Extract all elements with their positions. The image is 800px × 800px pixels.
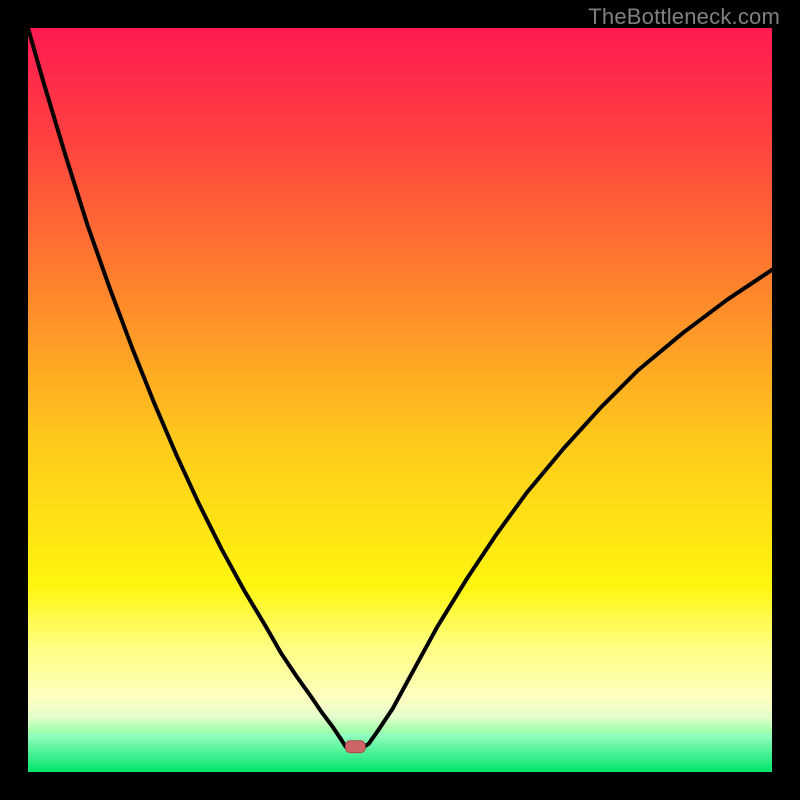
marker-dot bbox=[345, 741, 365, 753]
green-band bbox=[28, 733, 772, 772]
gradient-background bbox=[28, 28, 772, 772]
chart-frame: TheBottleneck.com bbox=[0, 0, 800, 800]
watermark-text: TheBottleneck.com bbox=[588, 4, 780, 30]
plot-area bbox=[28, 28, 772, 772]
chart-svg bbox=[28, 28, 772, 772]
